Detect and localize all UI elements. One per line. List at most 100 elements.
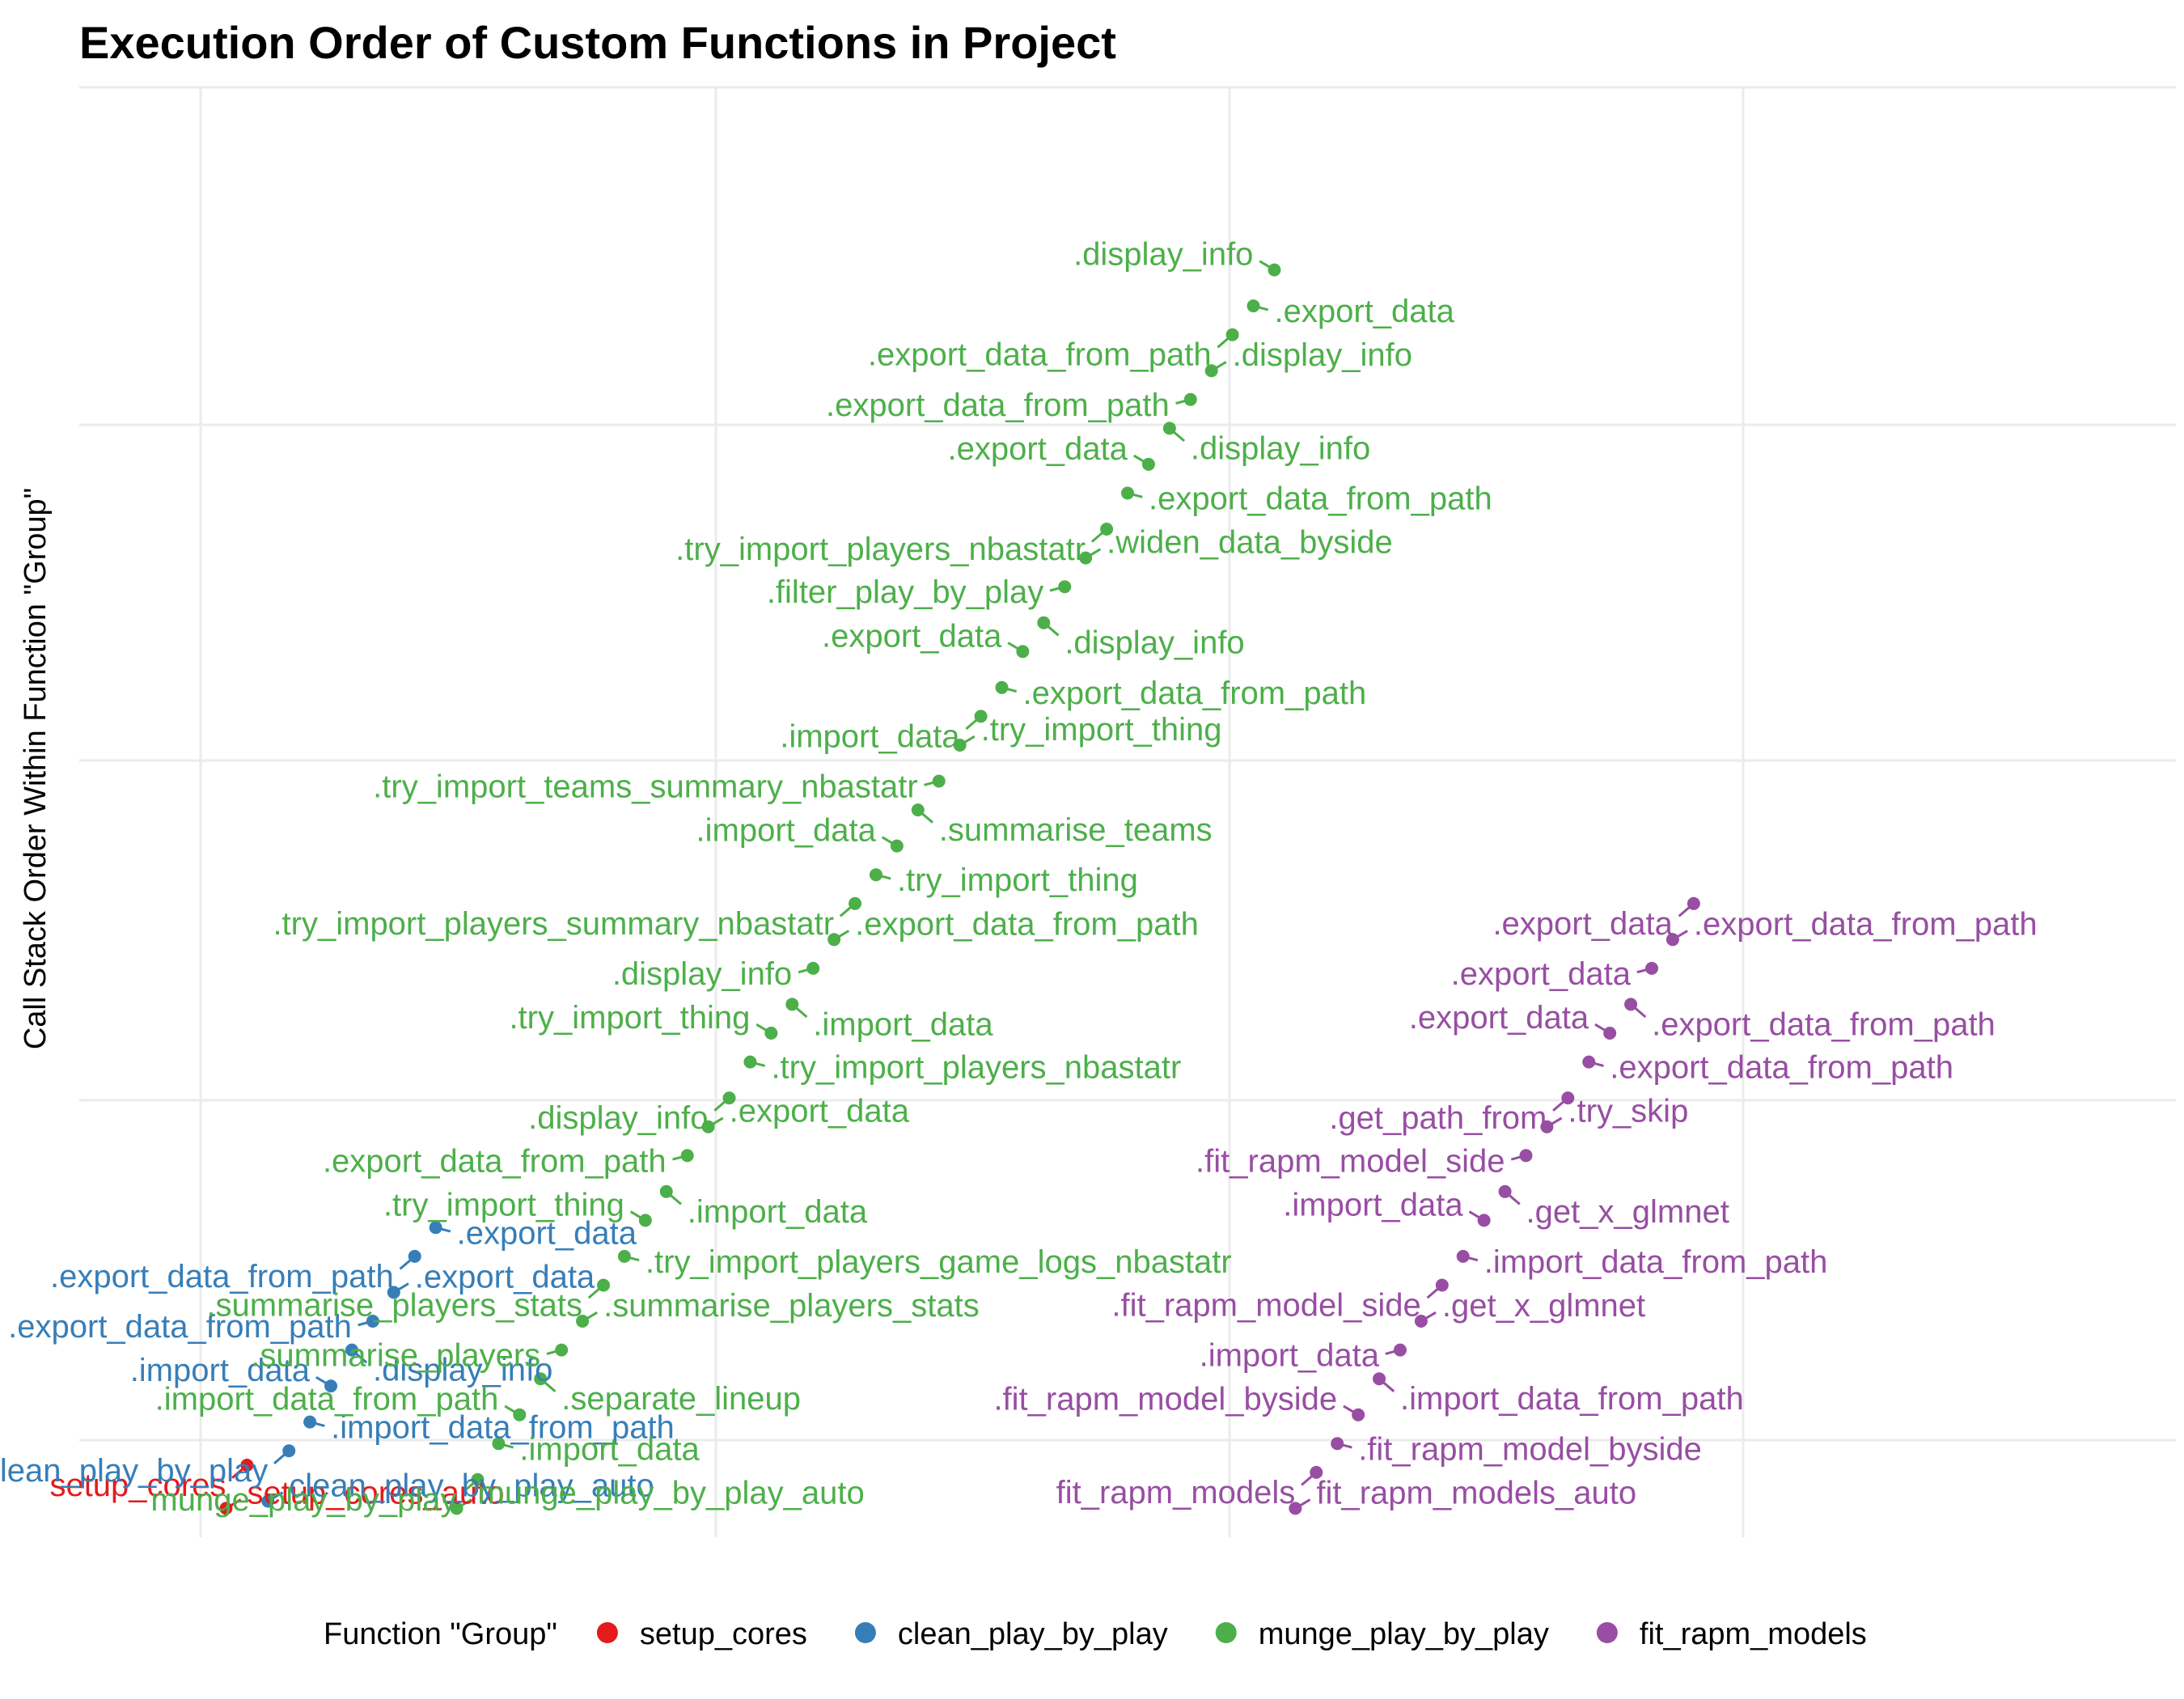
legend-label: clean_play_by_play [898,1617,1168,1651]
data-point [1162,422,1176,435]
point-label: .import_data [780,718,960,754]
data-point [911,803,925,817]
point-label: .import_data [1200,1338,1380,1374]
point-label: .display_info [612,956,792,992]
legend-key [1596,1622,1618,1643]
point-label: .try_import_players_summary_nbastatr [273,906,834,942]
point-label: .widen_data_byside [1107,525,1393,561]
point-label: .get_path_from [1329,1100,1547,1136]
point-label: .export_data [1409,1000,1589,1036]
data-point [219,1502,233,1515]
data-point [659,1184,673,1198]
point-label: .export_data [415,1259,595,1294]
data-point [1331,1437,1344,1451]
data-point [827,933,841,947]
point-label: fit_rapm_models [1056,1475,1296,1510]
data-point [1268,263,1281,277]
data-point [722,1091,736,1105]
point-label: .display_info [1073,237,1253,273]
point-label: .summarise_teams [939,812,1213,848]
data-point [743,1055,757,1069]
data-point [1540,1120,1554,1133]
point-label: .try_import_thing [383,1187,624,1222]
data-point [1561,1091,1575,1105]
data-point [261,1494,275,1508]
point-label: .try_import_thing [981,712,1222,748]
point-label: .export_data [1451,956,1632,992]
data-point [1624,998,1638,1011]
data-point [240,1459,254,1472]
point-label: .get_x_glmnet [1442,1288,1645,1324]
data-point [995,680,1009,694]
data-point [638,1214,652,1227]
point-label: .export_data_from_path [1022,676,1366,711]
point-label: .try_import_teams_summary_nbastatr [373,769,918,805]
data-point [387,1286,400,1299]
point-label: .export_data_from_path [868,337,1212,373]
data-point [1289,1502,1302,1515]
data-point [345,1343,358,1357]
data-point [576,1315,590,1328]
point-label: .export_data_from_path [855,906,1199,942]
point-label: .fit_rapm_model_byside [1358,1431,1702,1467]
data-point [849,896,862,910]
point-label: .export_data [822,618,1002,654]
point-label: .display_info [1233,337,1412,373]
point-label: .export_data [730,1094,910,1129]
data-point [1393,1343,1407,1357]
data-point [1666,933,1679,947]
data-point [1183,392,1197,406]
data-point [450,1502,463,1515]
legend: Function "Group" setup_cores clean_play_b… [324,1617,1867,1651]
chart-title: Execution Order of Custom Functions in P… [79,17,1116,68]
point-label: .import_data [696,813,877,849]
data-point [324,1379,338,1393]
data-point [492,1437,506,1451]
point-label: munge_play_by_play [150,1482,456,1518]
point-label: fit_rapm_models_auto [1316,1475,1636,1510]
grid [79,86,2176,1537]
point-label: .import_data_from_path [1400,1381,1744,1417]
legend-label: fit_rapm_models [1640,1617,1867,1651]
data-point [1141,457,1155,471]
data-point [1100,523,1114,536]
point-label: .import_data [688,1194,868,1230]
point-label: .export_data [948,431,1128,467]
data-point [1582,1055,1596,1069]
data-point [1225,328,1239,341]
data-point [1456,1249,1470,1263]
point-label: .import_data [813,1006,993,1042]
data-point [764,1027,778,1040]
point-label: .display_info [528,1100,708,1136]
point-label: .import_data [1283,1187,1463,1222]
point-label: .display_info [373,1353,552,1388]
data-point [1687,896,1700,910]
point-label: .export_data_from_path [1694,906,2038,942]
point-label: .summarise_players_stats [603,1288,980,1324]
y-axis-title: Call Stack Order Within Function "Group" [19,488,53,1049]
point-label: .export_data_from_path [1610,1050,1953,1086]
data-point [974,710,988,723]
data-points [219,263,1700,1515]
data-point [1498,1184,1512,1198]
data-point [1414,1315,1428,1328]
data-point [429,1221,442,1235]
point-label: .import_data_from_path [155,1382,499,1417]
point-label: clean_play_by_play [0,1453,268,1489]
point-label: .import_data_from_path [331,1410,675,1446]
data-point [932,774,946,788]
point-label: .export_data_from_path [826,388,1170,423]
data-point [1373,1372,1386,1386]
data-point [869,868,882,882]
legend-key [1215,1622,1237,1643]
point-label: .export_data [1275,294,1455,329]
legend-title: Function "Group" [324,1617,557,1651]
point-label: .fit_rapm_model_side [1111,1288,1420,1324]
data-point [555,1343,569,1357]
data-point [597,1278,610,1292]
data-point [1435,1278,1449,1292]
point-label: .display_info [1064,625,1244,661]
data-point [890,839,904,853]
point-label: .export_data_from_path [50,1259,394,1294]
